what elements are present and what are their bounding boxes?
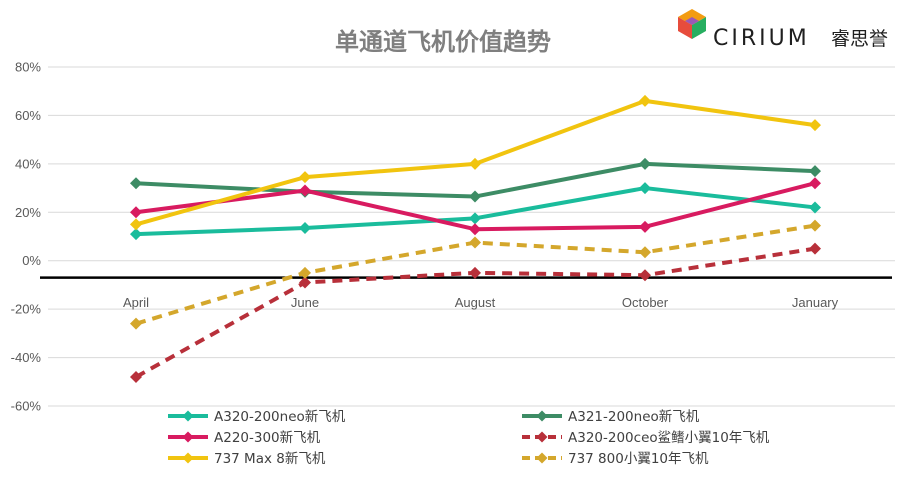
- brand-name-cn: 睿思誉: [831, 28, 888, 50]
- legend-item: A220-300新飞机: [168, 430, 321, 446]
- data-point: [299, 171, 311, 184]
- data-point: [130, 206, 142, 219]
- data-point: [130, 177, 142, 190]
- x-axis-ticks: April June August October January: [123, 295, 839, 310]
- legend-item: A320-200ceo鲨鳍小翼10年飞机: [522, 430, 770, 446]
- data-point: [130, 218, 142, 231]
- x-tick-label: June: [291, 295, 319, 310]
- data-point: [469, 223, 481, 236]
- x-tick-label: April: [123, 295, 149, 310]
- y-tick-label: -20%: [11, 302, 42, 317]
- data-point: [469, 157, 481, 170]
- data-point: [809, 165, 821, 178]
- cirium-logo-icon: [678, 9, 706, 39]
- data-point: [809, 219, 821, 232]
- x-tick-label: January: [792, 295, 839, 310]
- data-point: [639, 94, 651, 107]
- y-tick-label: 20%: [15, 205, 41, 220]
- chart-legend: A320-200neo新飞机 A321-200neo新飞机 A220-300新飞机 A…: [168, 409, 770, 467]
- y-tick-label: 60%: [15, 108, 41, 123]
- y-tick-label: -40%: [11, 350, 42, 365]
- legend-item: A320-200neo新飞机: [168, 409, 346, 425]
- data-point: [130, 228, 142, 241]
- series-line: [130, 242, 821, 383]
- y-axis-ticks: -60% -40% -20% 0% 20% 40% 60% 80%: [11, 60, 42, 414]
- y-tick-label: 80%: [15, 60, 41, 75]
- legend-item: A321-200neo新飞机: [522, 409, 700, 425]
- data-point: [809, 119, 821, 132]
- data-point: [639, 220, 651, 233]
- data-point: [809, 242, 821, 255]
- data-point: [469, 190, 481, 203]
- y-tick-label: 0%: [22, 253, 41, 268]
- chart-grid: [48, 66, 895, 407]
- data-point: [639, 157, 651, 170]
- data-point: [809, 177, 821, 190]
- legend-item: 737 800小翼10年飞机: [522, 451, 709, 467]
- legend-swatch-marker: [182, 452, 194, 464]
- series-line: [130, 177, 821, 236]
- legend-label: 737 Max 8新飞机: [214, 451, 326, 467]
- legend-item: 737 Max 8新飞机: [168, 451, 326, 467]
- series-line: [130, 157, 821, 203]
- y-tick-label: -60%: [11, 399, 42, 414]
- legend-label: A321-200neo新飞机: [568, 409, 700, 425]
- legend-swatch-marker: [536, 431, 548, 443]
- data-point: [809, 201, 821, 214]
- legend-label: A320-200neo新飞机: [214, 409, 346, 425]
- legend-swatch-marker: [182, 431, 194, 443]
- x-tick-label: October: [622, 295, 669, 310]
- legend-label: 737 800小翼10年飞机: [568, 451, 709, 467]
- series-line: [130, 94, 821, 231]
- data-point: [469, 236, 481, 249]
- brand-name: CIRIUM: [713, 26, 810, 51]
- data-point: [130, 370, 142, 383]
- brand-logo: CIRIUM 睿思誉: [678, 9, 888, 51]
- legend-swatch-marker: [182, 410, 194, 422]
- data-point: [469, 212, 481, 225]
- data-point: [299, 276, 311, 289]
- data-point: [299, 222, 311, 235]
- y-tick-label: 40%: [15, 156, 41, 171]
- chart-series: [130, 94, 821, 383]
- data-point: [299, 266, 311, 279]
- data-point: [130, 317, 142, 330]
- data-point: [639, 182, 651, 195]
- series-line: [130, 182, 821, 241]
- data-point: [469, 266, 481, 279]
- legend-label: A220-300新飞机: [214, 430, 321, 446]
- legend-swatch-marker: [536, 410, 548, 422]
- data-point: [299, 184, 311, 197]
- data-point: [639, 269, 651, 282]
- series-line: [130, 219, 821, 330]
- data-point: [639, 246, 651, 259]
- x-tick-label: August: [455, 295, 496, 310]
- chart-title: 单通道飞机价值趋势: [335, 28, 551, 56]
- legend-swatch-marker: [536, 452, 548, 464]
- legend-label: A320-200ceo鲨鳍小翼10年飞机: [568, 430, 770, 446]
